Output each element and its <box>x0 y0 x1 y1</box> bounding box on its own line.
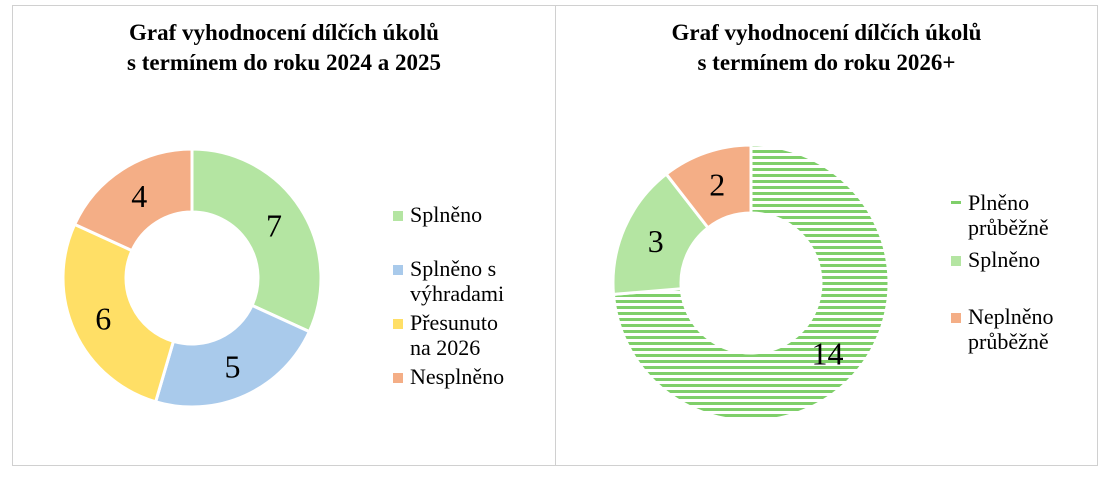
donut-chart-left: 7 5 6 4 <box>61 147 323 409</box>
legend-swatch-3 <box>951 313 961 323</box>
legend-label-line: Splněno <box>410 202 483 227</box>
chart-title-left-line-1: Graf vyhodnocení dílčích úkolů <box>129 20 439 45</box>
legend-label-2: Splněno <box>968 247 1107 272</box>
data-label-1: 14 <box>812 335 844 371</box>
data-label-3: 2 <box>709 167 725 203</box>
legend-label-line: Přesunuto <box>410 310 498 335</box>
legend-label-line: průběžně <box>968 329 1049 354</box>
chart-title-left: Graf vyhodnocení dílčích úkolů s termíne… <box>13 18 555 78</box>
legend-label-line: výhradami <box>410 281 505 306</box>
legend-swatch-3 <box>393 319 403 329</box>
donut-chart-right: 14 3 2 <box>611 143 891 423</box>
legend-swatch-2 <box>951 256 961 266</box>
data-label-2: 5 <box>225 349 241 385</box>
chart-panel-right: Graf vyhodnocení dílčích úkolů s termíne… <box>555 5 1098 466</box>
data-label-3: 6 <box>95 301 111 337</box>
data-label-1: 7 <box>266 207 282 243</box>
data-label-4: 4 <box>131 178 147 214</box>
slice-2 <box>153 303 312 409</box>
legend-label-3: Přesunuto na 2026 <box>410 310 560 360</box>
slice-1 <box>190 147 323 334</box>
slice-4 <box>72 147 194 253</box>
chart-title-right-line-1: Graf vyhodnocení dílčích úkolů <box>671 20 982 45</box>
legend-swatch-2 <box>393 265 403 275</box>
legend-label-line: Splněno s <box>410 256 497 281</box>
chart-title-right-line-2: s termínem do roku 2026+ <box>697 50 956 75</box>
legend-label-line: Splněno <box>968 247 1041 272</box>
legend-swatch-1 <box>951 201 961 204</box>
slice-3 <box>61 222 176 404</box>
legend-label-line: průběžně <box>968 215 1049 240</box>
chart-panel-left: Graf vyhodnocení dílčích úkolů s termíne… <box>12 5 556 466</box>
legend-label-1: Splněno <box>410 202 560 227</box>
chart-title-right: Graf vyhodnocení dílčích úkolů s termíne… <box>556 18 1097 78</box>
legend-label-line: na 2026 <box>410 335 481 360</box>
legend-label-2: Splněno s výhradami <box>410 256 560 306</box>
legend-label-line: Plněno <box>968 190 1030 215</box>
chart-title-left-line-2: s termínem do roku 2024 a 2025 <box>127 50 441 75</box>
legend-label-1: Plněno průběžně <box>968 190 1107 240</box>
slice-1 <box>611 143 891 423</box>
legend-label-line: Nesplněno <box>410 364 505 389</box>
legend-swatch-4 <box>393 373 403 383</box>
legend-label-4: Nesplněno <box>410 364 560 389</box>
legend-label-line: Neplněno <box>968 304 1054 329</box>
legend-label-3: Neplněno průběžně <box>968 304 1107 354</box>
slice-3 <box>664 143 753 230</box>
data-label-2: 3 <box>648 223 664 259</box>
legend-swatch-1 <box>393 211 403 221</box>
